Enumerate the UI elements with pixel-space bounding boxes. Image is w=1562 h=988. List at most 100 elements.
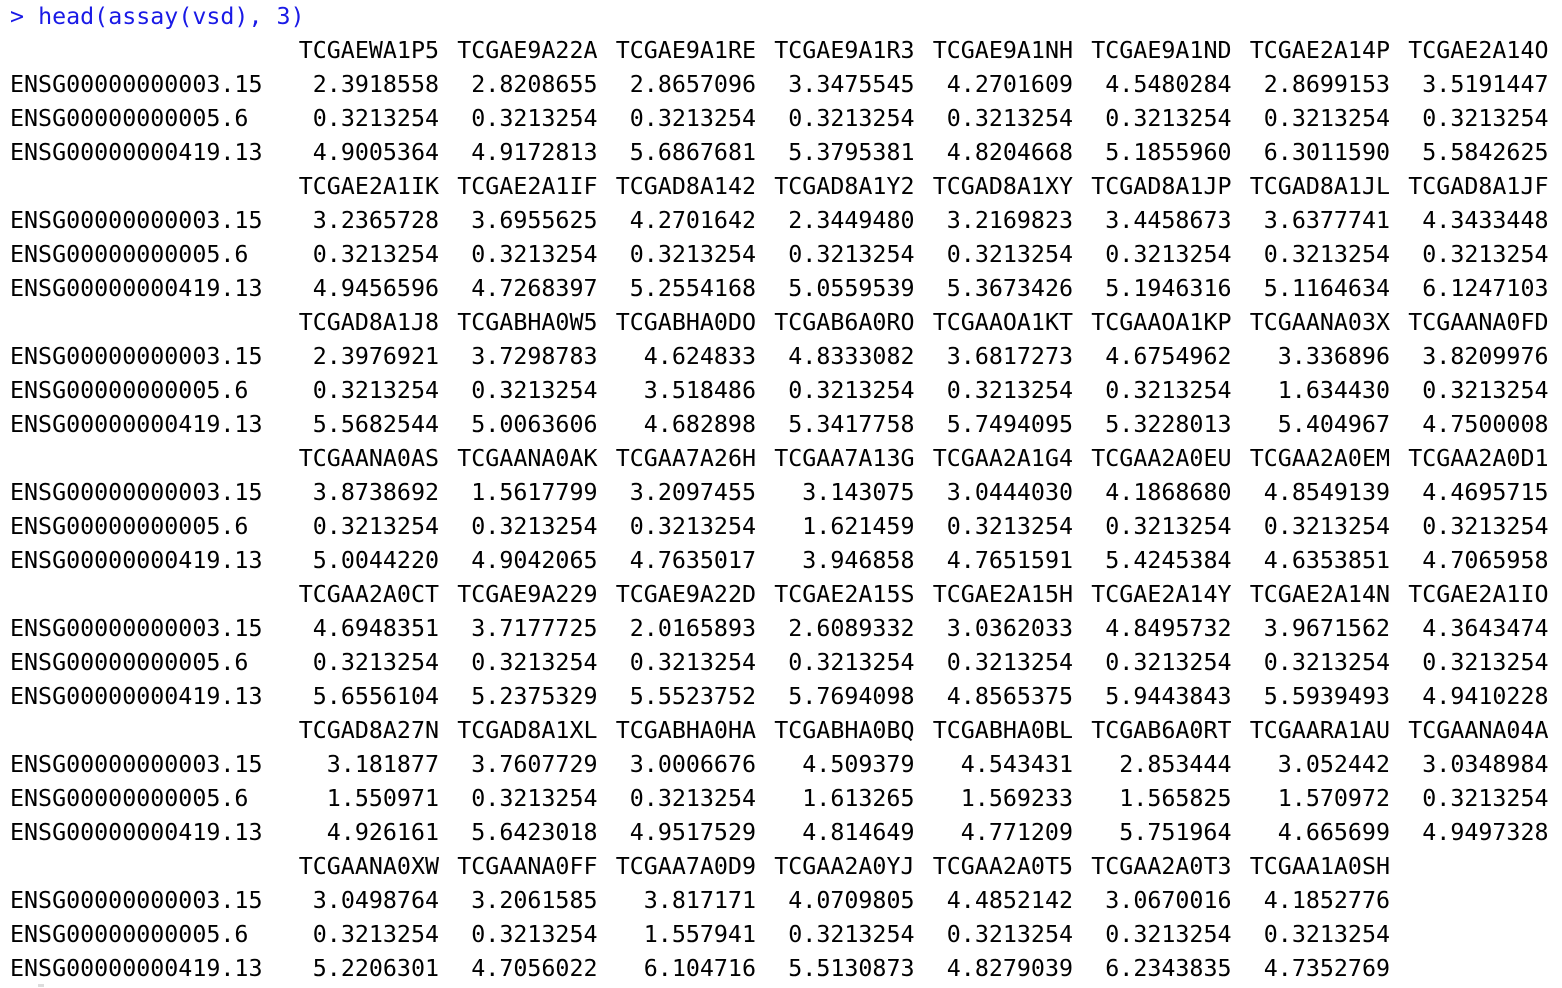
- matrix-cell: 5.7694098: [788, 683, 915, 710]
- column-header: TCGAE9A22D: [615, 581, 756, 608]
- matrix-cell: 2.853444: [1119, 751, 1232, 778]
- text-cursor: [38, 984, 44, 987]
- matrix-cell: 0.3213254: [1263, 105, 1390, 132]
- matrix-cell: 5.5523752: [629, 683, 756, 710]
- matrix-cell: 5.5682544: [312, 411, 439, 438]
- matrix-cell: 5.1164634: [1263, 275, 1390, 302]
- matrix-cell: 0.3213254: [1105, 513, 1232, 540]
- matrix-row: ENSG00000000419.13 5.0044220 4.9042065 4.76…: [10, 544, 1549, 578]
- column-header: TCGAB6A0RO: [774, 309, 915, 336]
- column-header: TCGAA2A0D1: [1408, 445, 1549, 472]
- matrix-cell: 3.2061585: [471, 887, 598, 914]
- matrix-cell: 3.0348984: [1422, 751, 1549, 778]
- column-header: TCGAA2A0T5: [932, 853, 1073, 880]
- matrix-cell: 3.5191447: [1422, 71, 1549, 98]
- matrix-cell: 0.3213254: [1105, 241, 1232, 268]
- matrix-output: TCGAEWA1P5 TCGAE9A22A TCGAE9A1RE TCGAE9A1R3…: [10, 34, 1549, 986]
- matrix-cell: 3.9671562: [1263, 615, 1390, 642]
- column-header-row: TCGAA2A0CT TCGAE9A229 TCGAE9A22D TCGAE2A15S…: [10, 578, 1549, 612]
- matrix-cell: 0.3213254: [1105, 105, 1232, 132]
- column-header: TCGABHA0BQ: [774, 717, 915, 744]
- matrix-cell: 0.3213254: [1422, 241, 1549, 268]
- row-name: ENSG00000000005.6: [10, 105, 249, 132]
- matrix-row: ENSG00000000005.6 0.3213254 0.3213254 0.321…: [10, 102, 1549, 136]
- matrix-cell: 0.3213254: [312, 105, 439, 132]
- matrix-cell: 4.6353851: [1263, 547, 1390, 574]
- matrix-cell: 5.2206301: [312, 955, 439, 982]
- matrix-cell: 5.5130873: [788, 955, 915, 982]
- matrix-cell: 0.3213254: [471, 377, 598, 404]
- matrix-cell: 4.7651591: [946, 547, 1073, 574]
- matrix-cell: 0.3213254: [1105, 377, 1232, 404]
- column-header-row: TCGAEWA1P5 TCGAE9A22A TCGAE9A1RE TCGAE9A1R3…: [10, 34, 1549, 68]
- column-header: TCGAANA0AK: [457, 445, 598, 472]
- column-header: TCGAAOA1KP: [1091, 309, 1232, 336]
- matrix-row: ENSG00000000003.15 3.0498764 3.2061585 3.81…: [10, 884, 1549, 918]
- matrix-cell: 4.5480284: [1105, 71, 1232, 98]
- matrix-cell: 4.4852142: [946, 887, 1073, 914]
- row-name: ENSG00000000419.13: [10, 411, 263, 438]
- matrix-cell: 4.7352769: [1263, 955, 1390, 982]
- matrix-cell: 5.3795381: [788, 139, 915, 166]
- matrix-cell: 4.7065958: [1422, 547, 1549, 574]
- matrix-cell: 0.3213254: [629, 785, 756, 812]
- matrix-cell: 0.3213254: [788, 241, 915, 268]
- matrix-cell: 0.3213254: [312, 513, 439, 540]
- matrix-cell: 3.3475545: [788, 71, 915, 98]
- column-header: TCGAE2A1IO: [1408, 581, 1549, 608]
- column-header: TCGAE2A14P: [1249, 37, 1390, 64]
- matrix-cell: 0.3213254: [312, 921, 439, 948]
- matrix-row: ENSG00000000005.6 0.3213254 0.3213254 1.557…: [10, 918, 1549, 952]
- matrix-cell: 0.3213254: [1263, 921, 1390, 948]
- matrix-row: ENSG00000000419.13 4.9005364 4.9172813 5.68…: [10, 136, 1549, 170]
- column-header: TCGAD8A1J8: [298, 309, 439, 336]
- matrix-cell: 3.6817273: [946, 343, 1073, 370]
- row-name: ENSG00000000003.15: [10, 887, 263, 914]
- matrix-cell: 6.1247103: [1422, 275, 1549, 302]
- column-header: TCGAA2A0EU: [1091, 445, 1232, 472]
- column-header: TCGABHA0DO: [615, 309, 756, 336]
- command-line: > head(assay(vsd), 3): [10, 0, 1549, 34]
- matrix-cell: 4.1852776: [1263, 887, 1390, 914]
- matrix-cell: 2.3918558: [312, 71, 439, 98]
- matrix-cell: 5.751964: [1119, 819, 1232, 846]
- matrix-cell: 3.2365728: [312, 207, 439, 234]
- matrix-cell: 0.3213254: [788, 921, 915, 948]
- row-name: ENSG00000000005.6: [10, 241, 249, 268]
- row-name: ENSG00000000003.15: [10, 751, 263, 778]
- matrix-row: ENSG00000000005.6 0.3213254 0.3213254 0.321…: [10, 646, 1549, 680]
- matrix-cell: 4.9456596: [312, 275, 439, 302]
- matrix-cell: 3.336896: [1277, 343, 1390, 370]
- matrix-cell: 3.817171: [643, 887, 756, 914]
- matrix-cell: 4.8279039: [946, 955, 1073, 982]
- column-header: TCGAA7A26H: [615, 445, 756, 472]
- column-header: TCGAANA0XW: [298, 853, 439, 880]
- column-header: TCGAAOA1KT: [932, 309, 1073, 336]
- matrix-cell: 3.518486: [643, 377, 756, 404]
- matrix-cell: 0.3213254: [946, 241, 1073, 268]
- matrix-cell: 3.6955625: [471, 207, 598, 234]
- row-name: ENSG00000000005.6: [10, 785, 249, 812]
- column-header: TCGABHA0HA: [615, 717, 756, 744]
- row-name: ENSG00000000419.13: [10, 683, 263, 710]
- matrix-cell: 4.3433448: [1422, 207, 1549, 234]
- matrix-cell: 3.181877: [326, 751, 439, 778]
- matrix-cell: 3.0362033: [946, 615, 1073, 642]
- row-name: ENSG00000000419.13: [10, 139, 263, 166]
- matrix-cell: 0.3213254: [629, 241, 756, 268]
- matrix-cell: 5.2554168: [629, 275, 756, 302]
- matrix-cell: 0.3213254: [1263, 513, 1390, 540]
- matrix-cell: 0.3213254: [471, 785, 598, 812]
- matrix-cell: 4.8333082: [788, 343, 915, 370]
- matrix-cell: 4.6948351: [312, 615, 439, 642]
- matrix-cell: 0.3213254: [629, 513, 756, 540]
- row-name: ENSG00000000003.15: [10, 207, 263, 234]
- matrix-cell: 4.8495732: [1105, 615, 1232, 642]
- matrix-cell: 0.3213254: [946, 377, 1073, 404]
- matrix-cell: 4.7635017: [629, 547, 756, 574]
- matrix-row: ENSG00000000419.13 4.926161 5.6423018 4.951…: [10, 816, 1549, 850]
- matrix-cell: 0.3213254: [1422, 105, 1549, 132]
- matrix-cell: 3.6377741: [1263, 207, 1390, 234]
- matrix-cell: 4.771209: [960, 819, 1073, 846]
- matrix-cell: 1.613265: [802, 785, 915, 812]
